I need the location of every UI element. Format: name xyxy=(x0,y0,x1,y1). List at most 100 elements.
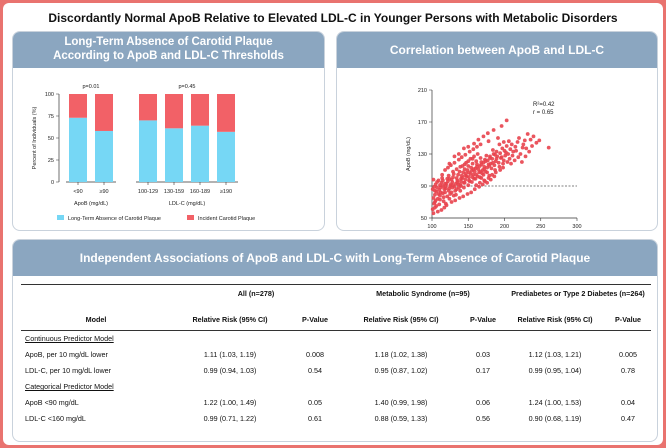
y-tick-label: 50 xyxy=(48,136,54,142)
scatter-point xyxy=(485,131,490,136)
scatter-point xyxy=(456,152,461,156)
scatter-point xyxy=(463,177,468,182)
scatter-point xyxy=(485,170,489,175)
table-section-row: Continuous Predictor Model xyxy=(21,331,651,347)
scatter-point xyxy=(443,181,447,186)
scatter-point xyxy=(446,165,450,170)
r-annotation: r = 0.65 xyxy=(533,110,554,116)
x-axis-label: LDL-C (mg/dL) xyxy=(169,201,206,207)
scatter-point xyxy=(522,138,527,143)
scatter-point xyxy=(487,164,492,168)
x-axis-label: ApoB (mg/dL) xyxy=(74,201,108,207)
x-tick-label: <90 xyxy=(73,189,82,195)
legend-label-absence: Long-Term Absence of Carotid Plaque xyxy=(68,216,161,222)
group-header-metabolic: Metabolic Syndrome (n=95) xyxy=(376,289,470,299)
scatter-point xyxy=(462,146,466,151)
relative-risk-cell: 0.99 (0.94, 1.03) xyxy=(203,366,257,375)
row-label: LDL-C, per 10 mg/dL lower xyxy=(25,366,112,375)
scatter-point xyxy=(515,140,520,144)
y-tick-label: 210 xyxy=(418,88,427,94)
scatter-point xyxy=(462,162,467,167)
scatter-point xyxy=(490,172,495,177)
scatter-point xyxy=(440,172,445,177)
scatter-point xyxy=(501,158,506,163)
scatter-point xyxy=(433,188,437,193)
scatter-point xyxy=(510,153,515,158)
stacked-bar-chart: 0 25 50 75 100 Percent of Individuals (%) p=0.… xyxy=(32,84,255,222)
scatter-point xyxy=(491,148,495,152)
scatter-point xyxy=(475,164,479,169)
scatter-panel-title: Correlation between ApoB and LDL-C xyxy=(389,43,605,57)
scatter-point xyxy=(511,149,516,154)
scatter-point xyxy=(494,156,499,161)
p-value-cell: 0.56 xyxy=(476,414,490,423)
col-header-rr: Relative Risk (95% CI) xyxy=(171,302,289,331)
scatter-point xyxy=(503,153,508,158)
scatter-point xyxy=(448,184,453,188)
p-value-label: p=0.01 xyxy=(83,84,100,90)
scatter-point xyxy=(431,211,436,216)
relative-risk-cell: 0.99 (0.71, 1.22) xyxy=(203,414,257,423)
scatter-point xyxy=(462,167,467,172)
scatter-point xyxy=(493,170,498,175)
relative-risk-cell: 1.22 (1.00, 1.49) xyxy=(203,398,257,407)
scatter-point xyxy=(435,209,440,214)
figure-frame: Discordantly Normal ApoB Relative to Ele… xyxy=(3,3,663,445)
scatter-point xyxy=(485,180,489,185)
relative-risk-cell: 1.18 (1.02, 1.38) xyxy=(374,350,428,359)
scatter-point xyxy=(474,159,479,164)
bar-panel-title-line1: Long-Term Absence of Carotid Plaque xyxy=(64,36,273,49)
scatter-point xyxy=(475,152,480,156)
col-header-model: Model xyxy=(21,302,171,331)
scatter-point xyxy=(459,184,463,188)
scatter-point xyxy=(471,167,476,172)
scatter-point xyxy=(435,185,439,190)
x-tick-label: ≥90 xyxy=(99,189,108,195)
scatter-point xyxy=(441,195,446,200)
p-value-cell: 0.05 xyxy=(308,398,322,407)
x-tick-label: 150 xyxy=(464,224,473,230)
scatter-point xyxy=(472,141,476,146)
scatter-point xyxy=(452,154,457,159)
scatter-point xyxy=(520,145,525,150)
scatter-point xyxy=(524,146,529,151)
row-label: ApoB <90 mg/dL xyxy=(25,398,79,407)
scatter-point xyxy=(518,152,523,156)
scatter-point xyxy=(509,161,513,166)
p-value-cell: 0.61 xyxy=(308,414,322,423)
scatter-point xyxy=(461,170,466,175)
scatter-point xyxy=(446,173,451,178)
section-title: Categorical Predictor Model xyxy=(25,382,114,391)
scatter-point xyxy=(478,142,483,147)
scatter-point xyxy=(451,193,456,198)
scatter-point xyxy=(467,149,472,154)
scatter-point xyxy=(437,202,442,207)
relative-risk-cell: 0.90 (0.68, 1.19) xyxy=(528,414,582,423)
scatter-point xyxy=(478,156,483,160)
bar-incident xyxy=(139,94,157,121)
scatter-point xyxy=(457,196,462,200)
table-panel-title: Independent Associations of ApoB and LDL… xyxy=(79,251,591,265)
scatter-point xyxy=(459,155,464,160)
scatter-point xyxy=(465,192,470,196)
scatter-point xyxy=(433,192,437,197)
col-header-rr: Relative Risk (95% CI) xyxy=(505,302,605,331)
row-label: LDL-C <160 mg/dL xyxy=(25,414,86,423)
scatter-point xyxy=(439,208,444,212)
scatter-point xyxy=(462,185,466,190)
scatter-point xyxy=(438,197,442,202)
scatter-point xyxy=(520,160,524,164)
legend-swatch-absence xyxy=(57,215,64,220)
x-tick-label: 130-159 xyxy=(164,189,184,195)
scatter-point xyxy=(433,200,437,204)
scatter-point xyxy=(471,147,476,152)
scatter-point xyxy=(458,188,463,193)
scatter-point xyxy=(449,190,454,195)
bar-absence xyxy=(165,128,183,182)
bar-absence xyxy=(217,131,235,182)
scatter-point xyxy=(516,155,521,160)
scatter-point xyxy=(496,160,501,165)
scatter-point xyxy=(454,167,459,172)
scatter-point xyxy=(470,175,475,180)
scatter-point xyxy=(442,205,447,210)
